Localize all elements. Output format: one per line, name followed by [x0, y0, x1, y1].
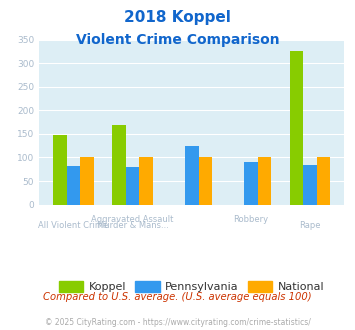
- Text: Rape: Rape: [299, 221, 321, 230]
- Text: 2018 Koppel: 2018 Koppel: [124, 10, 231, 25]
- Bar: [112, 125, 126, 205]
- Text: © 2025 CityRating.com - https://www.cityrating.com/crime-statistics/: © 2025 CityRating.com - https://www.city…: [45, 318, 310, 327]
- Text: Aggravated Assault: Aggravated Assault: [91, 215, 174, 224]
- Legend: Koppel, Pennsylvania, National: Koppel, Pennsylvania, National: [54, 276, 329, 296]
- Bar: [185, 146, 198, 205]
- Text: All Violent Crime: All Violent Crime: [38, 221, 109, 230]
- Bar: [66, 166, 80, 205]
- Bar: [290, 51, 303, 205]
- Bar: [198, 157, 212, 205]
- Text: Murder & Mans...: Murder & Mans...: [97, 221, 169, 230]
- Text: Robbery: Robbery: [233, 215, 268, 224]
- Bar: [53, 135, 66, 205]
- Bar: [244, 162, 258, 205]
- Bar: [303, 165, 317, 205]
- Bar: [126, 167, 139, 205]
- Bar: [258, 157, 271, 205]
- Bar: [80, 157, 94, 205]
- Bar: [139, 157, 153, 205]
- Bar: [317, 157, 331, 205]
- Text: Violent Crime Comparison: Violent Crime Comparison: [76, 33, 279, 47]
- Text: Compared to U.S. average. (U.S. average equals 100): Compared to U.S. average. (U.S. average …: [43, 292, 312, 302]
